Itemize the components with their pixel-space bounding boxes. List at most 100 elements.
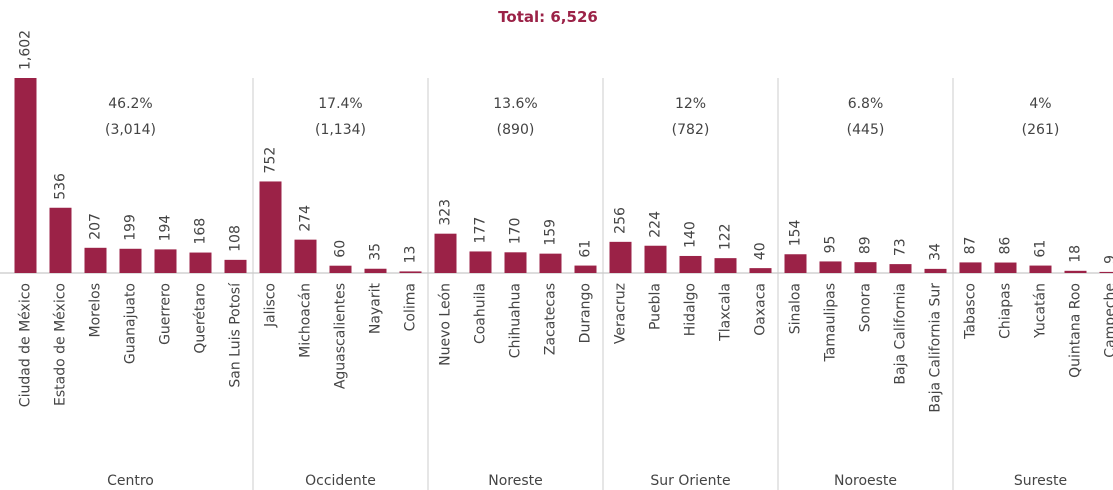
x-tick-label: Estado de México — [53, 283, 69, 406]
value-label: 1,602 — [18, 30, 34, 70]
group-total: (445) — [847, 122, 885, 138]
group-name: Noreste — [488, 473, 543, 489]
bar — [49, 207, 72, 273]
group-total: (782) — [672, 122, 710, 138]
value-label: 87 — [963, 237, 979, 255]
bar — [679, 255, 702, 273]
group-total: (890) — [497, 122, 535, 138]
x-tick-label: Coahuila — [473, 283, 489, 344]
x-tick-label: Aguascalientes — [333, 283, 349, 389]
bar — [854, 262, 877, 273]
value-label: 274 — [298, 205, 314, 232]
value-label: 122 — [718, 223, 734, 250]
value-label: 13 — [403, 246, 419, 264]
bar — [574, 265, 597, 273]
x-tick-label: Tabasco — [963, 283, 979, 340]
bar — [469, 251, 492, 273]
value-label: 159 — [543, 219, 559, 246]
bar — [504, 252, 527, 273]
bar — [154, 249, 177, 273]
bar — [749, 268, 772, 273]
x-tick-label: Morelos — [88, 283, 104, 337]
group-name: Occidente — [305, 473, 376, 489]
value-label: 35 — [368, 243, 384, 261]
x-tick-label: Tamaulipas — [823, 283, 839, 362]
value-label: 752 — [263, 147, 279, 174]
x-tick-label: Quintana Roo — [1068, 283, 1084, 378]
group-share: 12% — [675, 96, 706, 112]
x-tick-label: Tlaxcala — [718, 283, 734, 342]
bar — [434, 233, 457, 273]
group-share: 17.4% — [318, 96, 362, 112]
group-share: 6.8% — [848, 96, 884, 112]
group-total: (3,014) — [105, 122, 156, 138]
value-label: 73 — [893, 238, 909, 256]
value-label: 60 — [333, 240, 349, 258]
group-share: 46.2% — [108, 96, 152, 112]
value-label: 140 — [683, 221, 699, 248]
value-label: 536 — [53, 173, 69, 200]
bar — [329, 265, 352, 273]
value-label: 89 — [858, 236, 874, 254]
bar — [84, 247, 107, 273]
value-label: 9 — [1103, 255, 1113, 264]
x-tick-label: Guerrero — [158, 283, 174, 345]
group-total: (1,134) — [315, 122, 366, 138]
x-tick-label: Hidalgo — [683, 283, 699, 336]
x-tick-label: Campeche — [1103, 283, 1113, 358]
value-label: 61 — [1033, 240, 1049, 258]
bar — [1029, 265, 1052, 273]
value-label: 170 — [508, 218, 524, 245]
group-name: Centro — [107, 473, 154, 489]
bar — [1064, 270, 1087, 273]
bar — [119, 248, 142, 273]
bar — [189, 252, 212, 273]
x-tick-label: Chiapas — [998, 283, 1014, 339]
value-label: 61 — [578, 240, 594, 258]
x-tick-label: Colima — [403, 283, 419, 331]
bar — [644, 245, 667, 273]
bar — [959, 262, 982, 273]
chart-title: Total: 6,526 — [498, 8, 598, 26]
group-name: Sureste — [1014, 473, 1067, 489]
x-tick-label: Sonora — [858, 283, 874, 332]
bar — [224, 259, 247, 273]
value-label: 154 — [788, 219, 804, 246]
bar — [994, 262, 1017, 273]
x-tick-label: Baja California — [893, 283, 909, 385]
value-label: 108 — [228, 225, 244, 252]
bar — [539, 253, 562, 273]
x-tick-label: Nuevo León — [438, 283, 454, 366]
value-label: 224 — [648, 211, 664, 238]
value-label: 177 — [473, 217, 489, 244]
x-tick-label: Puebla — [648, 283, 664, 330]
bar — [399, 271, 422, 273]
group-share: 4% — [1029, 96, 1051, 112]
x-tick-label: Nayarit — [368, 283, 384, 335]
x-tick-label: Veracruz — [613, 283, 629, 344]
x-tick-label: Ciudad de México — [18, 283, 34, 407]
bar — [14, 78, 37, 273]
value-label: 194 — [158, 215, 174, 242]
bar — [889, 264, 912, 273]
x-tick-label: Querétaro — [193, 283, 209, 354]
x-tick-label: Michoacán — [298, 283, 314, 358]
bar — [609, 241, 632, 273]
x-tick-label: Sinaloa — [788, 283, 804, 334]
value-label: 34 — [928, 243, 944, 261]
bar — [924, 268, 947, 273]
x-tick-label: Durango — [578, 283, 594, 343]
x-tick-label: Jalisco — [263, 283, 279, 328]
value-label: 207 — [88, 213, 104, 240]
x-tick-label: Zacatecas — [543, 283, 559, 355]
value-label: 18 — [1068, 245, 1084, 263]
value-label: 256 — [613, 207, 629, 234]
bar — [364, 268, 387, 273]
x-tick-label: Chihuahua — [508, 283, 524, 358]
x-tick-label: Guanajuato — [123, 283, 139, 364]
bar — [294, 239, 317, 273]
group-total: (261) — [1022, 122, 1060, 138]
value-label: 95 — [823, 236, 839, 254]
x-tick-label: Baja California Sur — [928, 283, 944, 413]
